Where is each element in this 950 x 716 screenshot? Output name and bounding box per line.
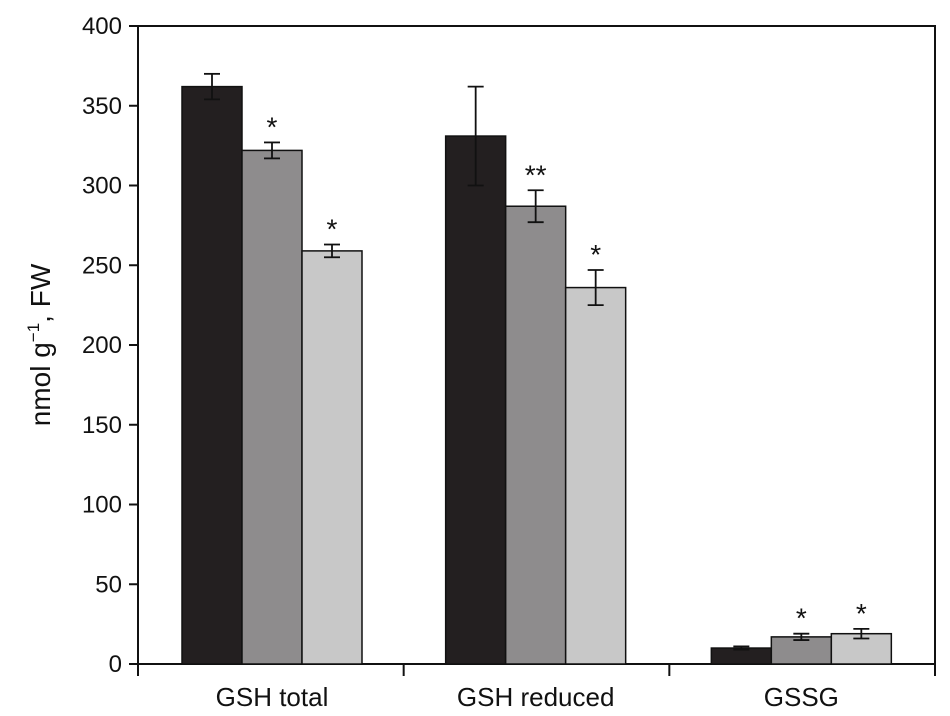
- y-tick-label: 350: [82, 93, 122, 120]
- y-tick-label: 200: [82, 332, 122, 359]
- y-axis-title-base: nmol g: [25, 342, 56, 426]
- y-axis-title-suffix: , FW: [25, 263, 56, 323]
- y-axis-title-superscript: −1: [24, 323, 43, 342]
- significance-label: *: [856, 598, 867, 629]
- bar: [564, 286, 627, 665]
- labels-group: **GSH total***GSH reduced* *GSSG: [216, 111, 867, 712]
- error-bars-group: [204, 72, 870, 651]
- bar: [301, 250, 363, 665]
- bar: [444, 135, 507, 665]
- y-tick-label: 50: [95, 571, 122, 598]
- significance-label: *: [590, 239, 601, 270]
- y-tick-label: 400: [82, 13, 122, 40]
- significance-label: *: [796, 603, 807, 634]
- y-tick-label: 100: [82, 492, 122, 519]
- significance-label: **: [525, 159, 547, 190]
- significance-label: *: [267, 111, 278, 142]
- y-tick-label: 300: [82, 173, 122, 200]
- bars-group: [181, 85, 893, 665]
- significance-label: *: [327, 214, 338, 245]
- y-tick-label: 250: [82, 252, 122, 279]
- bar: [181, 85, 243, 665]
- y-tick-label: 150: [82, 412, 122, 439]
- category-label: GSSG: [764, 682, 839, 712]
- bar: [504, 205, 567, 665]
- category-label: GSH reduced: [457, 682, 615, 712]
- bar: [241, 149, 303, 665]
- y-tick-label: 0: [109, 651, 122, 678]
- category-label: GSH total: [216, 682, 329, 712]
- y-axis-title: nmol g−1, FW: [24, 263, 56, 426]
